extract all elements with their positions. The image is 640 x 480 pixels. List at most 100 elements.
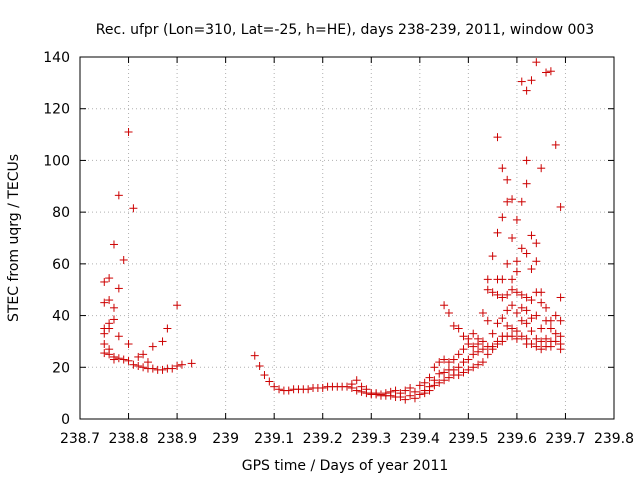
data-point: [435, 358, 444, 367]
data-point: [469, 350, 478, 359]
data-point: [527, 265, 536, 274]
data-point: [444, 308, 453, 317]
data-point: [488, 252, 497, 261]
data-point: [537, 345, 546, 354]
data-point: [406, 383, 415, 392]
data-point: [100, 349, 109, 358]
data-point: [517, 77, 526, 86]
data-point: [498, 314, 507, 323]
data-point: [444, 373, 453, 382]
y-tick-label: 0: [61, 412, 70, 428]
data-point: [430, 363, 439, 372]
data-point: [318, 383, 327, 392]
data-point: [100, 340, 109, 349]
data-point: [478, 308, 487, 317]
data-point: [139, 363, 148, 372]
data-point: [119, 255, 128, 264]
data-point: [386, 391, 395, 400]
data-point: [498, 213, 507, 222]
chart-title: Rec. ufpr (Lon=310, Lat=-25, h=HE), days…: [96, 22, 594, 38]
data-point: [498, 275, 507, 284]
data-point: [512, 327, 521, 336]
x-axis-label: GPS time / Days of year 2011: [242, 458, 449, 474]
data-point: [542, 68, 551, 77]
data-point: [459, 368, 468, 377]
x-tick-label: 239: [212, 431, 239, 447]
data-point: [556, 332, 565, 341]
data-point: [425, 373, 434, 382]
data-point: [508, 195, 517, 204]
data-point: [537, 288, 546, 297]
data-point: [129, 360, 138, 369]
data-point: [512, 267, 521, 276]
x-tick-label: 238.8: [108, 431, 148, 447]
data-point: [469, 363, 478, 372]
data-point: [396, 393, 405, 402]
data-point: [498, 164, 507, 173]
data-point: [527, 327, 536, 336]
data-point: [508, 332, 517, 341]
data-point: [440, 368, 449, 377]
data-point: [512, 257, 521, 266]
data-point: [464, 340, 473, 349]
data-point: [551, 311, 560, 320]
data-point: [527, 76, 536, 85]
data-point: [517, 303, 526, 312]
data-point: [124, 356, 133, 365]
data-point: [449, 321, 458, 330]
y-tick-label: 40: [52, 309, 70, 325]
data-point: [129, 204, 138, 213]
data-point: [304, 385, 313, 394]
data-point: [260, 371, 269, 380]
data-point: [114, 354, 123, 363]
data-point: [469, 342, 478, 351]
data-point: [527, 340, 536, 349]
x-tick-label: 239.8: [594, 431, 634, 447]
data-point: [483, 350, 492, 359]
data-point: [454, 350, 463, 359]
data-point: [454, 363, 463, 372]
data-point: [527, 231, 536, 240]
data-point: [347, 383, 356, 392]
data-point: [483, 316, 492, 325]
data-point: [556, 293, 565, 302]
x-tick-labels: 238.7 238.8 238.9 239 239.1 239.2 239.3 239.4 23…: [60, 431, 634, 447]
data-point: [503, 259, 512, 268]
data-point: [148, 342, 157, 351]
data-point: [265, 377, 274, 386]
data-point: [454, 324, 463, 333]
data-point: [430, 381, 439, 390]
data-point: [512, 288, 521, 297]
data-point: [168, 364, 177, 373]
data-point: [508, 275, 517, 284]
data-point: [522, 156, 531, 165]
data-point: [100, 329, 109, 338]
data-point: [551, 337, 560, 346]
x-tick-label: 239.2: [303, 431, 343, 447]
grid-lines: [80, 57, 614, 419]
data-point: [401, 386, 410, 395]
data-point: [454, 371, 463, 380]
data-point: [255, 361, 264, 370]
data-point: [532, 58, 541, 67]
x-tick-label: 238.9: [157, 431, 197, 447]
data-point: [173, 361, 182, 370]
data-point: [124, 127, 133, 136]
data-point: [503, 290, 512, 299]
data-point: [483, 285, 492, 294]
data-point: [522, 249, 531, 258]
data-point: [459, 332, 468, 341]
y-tick-label: 80: [52, 205, 70, 221]
data-point: [270, 382, 279, 391]
data-point: [114, 191, 123, 200]
data-point: [148, 364, 157, 373]
data-point: [532, 342, 541, 351]
x-tick-label: 239.1: [254, 431, 294, 447]
data-point: [134, 361, 143, 370]
axis-ticks: [79, 56, 615, 420]
data-point: [542, 334, 551, 343]
data-point: [420, 389, 429, 398]
data-point: [410, 394, 419, 403]
